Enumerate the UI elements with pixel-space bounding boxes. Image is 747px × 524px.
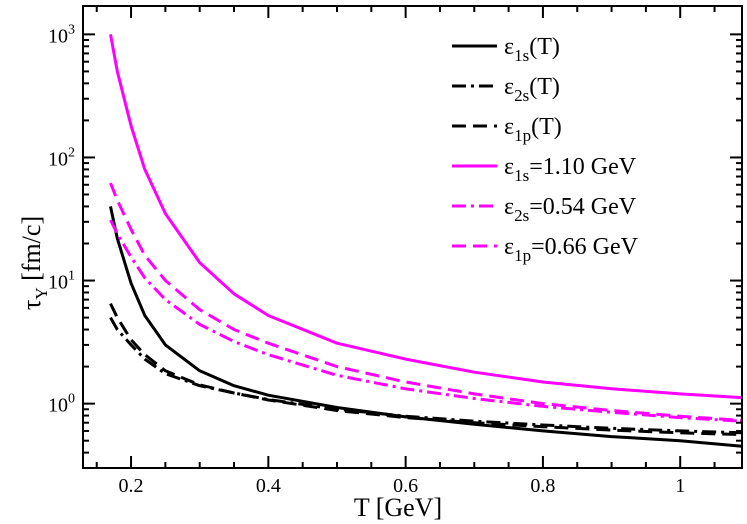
series-line-3 (109, 302, 742, 437)
x-tick-label: 1 (675, 475, 685, 497)
legend-label-3: ε1p(T) (504, 114, 562, 145)
x-tick-label: 0.8 (530, 475, 555, 497)
y-tick-label: 102 (48, 145, 75, 170)
series-line-1 (109, 206, 742, 448)
series-line-6 (109, 182, 742, 422)
x-tick-label: 0.2 (119, 475, 144, 497)
x-tick-label: 0.6 (393, 475, 418, 497)
legend-label-5: ε2s=0.54 GeV (504, 194, 637, 225)
x-axis: 0.2 0.4 0.6 0.8 1 (95, 6, 716, 497)
legend-label-6: ε1p=0.66 GeV (504, 234, 639, 265)
legend-label-2: ε2s(T) (504, 74, 560, 105)
y-axis: 100 101 102 103 (48, 22, 742, 469)
series-line-2 (109, 316, 742, 435)
y-axis-label-sub: Υ (32, 287, 51, 299)
y-axis-label-main: τ (17, 300, 46, 310)
plot-area (82, 5, 743, 469)
svg-text:τΥ [fm/c]: τΥ [fm/c] (17, 216, 51, 310)
plot-frame (82, 5, 743, 469)
legend-label-1: ε1s(T) (504, 34, 560, 65)
x-axis-label: T [GeV] (354, 493, 442, 522)
y-axis-label-unit: [fm/c] (17, 216, 46, 287)
y-tick-label: 100 (48, 392, 75, 417)
x-tick-label: 0.4 (256, 475, 281, 497)
series-line-4 (109, 34, 742, 400)
legend-label-4: ε1s=1.10 GeV (504, 154, 637, 185)
series-line-5 (109, 219, 742, 423)
y-tick-label: 103 (48, 22, 75, 47)
legend: ε1s(T) ε2s(T) ε1p(T) ε1s=1.10 GeV ε2s=0.54 G… (452, 34, 639, 265)
y-axis-label: τΥ [fm/c] (17, 216, 51, 310)
y-tick-label: 101 (48, 269, 75, 294)
